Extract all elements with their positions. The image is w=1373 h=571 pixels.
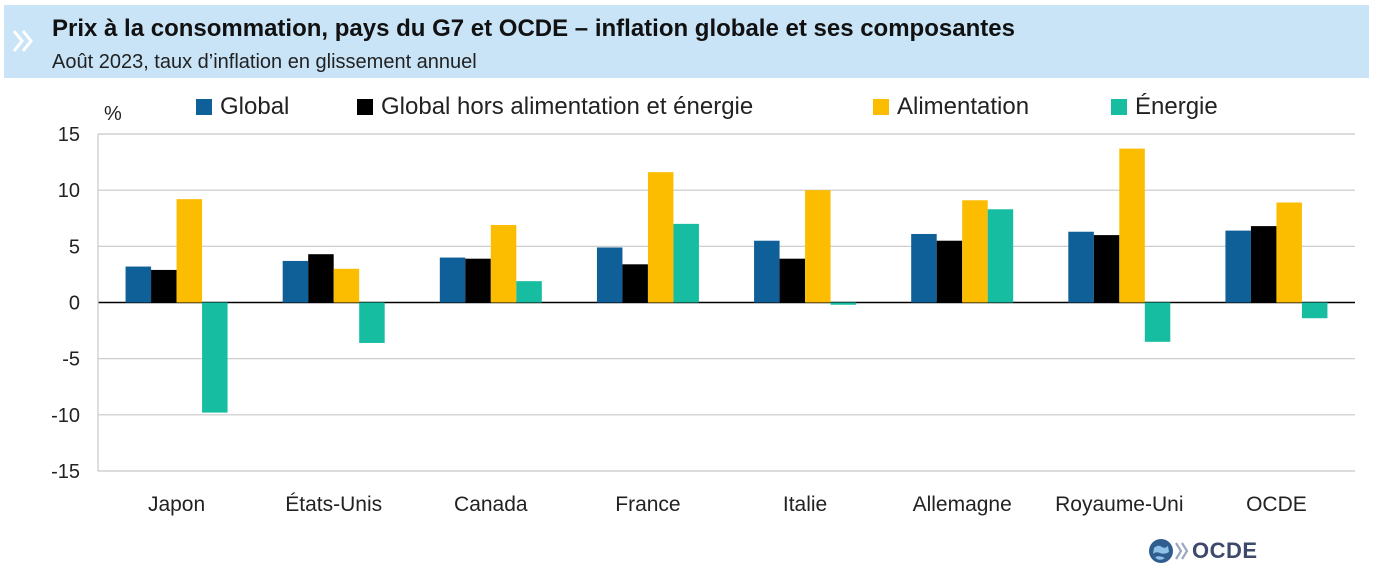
x-axis: Japon États-Unis Canada France Italie Allemag…	[148, 493, 1307, 516]
bar	[1276, 202, 1302, 303]
bar	[490, 224, 517, 303]
chevron-right-icon	[12, 30, 33, 52]
bar	[1144, 302, 1171, 342]
y-tick-label: -15	[51, 461, 80, 483]
legend-label: Alimentation	[897, 93, 1029, 120]
chart-header: Prix à la consommation, pays du G7 et OC…	[4, 5, 1369, 78]
bar	[936, 240, 963, 303]
chevrons-icon	[1175, 542, 1189, 560]
legend-swatch	[873, 99, 889, 115]
oecd-logo-text: OCDE	[1192, 538, 1258, 563]
bar	[962, 200, 988, 303]
y-tick-label: 15	[58, 124, 80, 146]
bar	[1068, 231, 1094, 303]
bar	[754, 240, 780, 303]
bar	[176, 199, 203, 303]
x-tick-label: Canada	[454, 493, 528, 516]
bars	[125, 148, 1328, 413]
bar	[1250, 226, 1277, 303]
oecd-logo: OCDE	[1148, 537, 1258, 565]
bar	[1093, 235, 1120, 303]
bar	[805, 190, 831, 303]
x-tick-label: Royaume-Uni	[1055, 493, 1183, 516]
y-tick-label: 0	[69, 293, 80, 315]
bar	[359, 302, 385, 343]
bar	[202, 302, 228, 413]
bar	[911, 233, 937, 303]
chart-subtitle: Août 2023, taux d’inflation en glissemen…	[52, 51, 477, 73]
legend-swatch	[1111, 99, 1127, 115]
y-axis: 15 10 5 0 -5 -10 -15	[51, 124, 80, 483]
x-tick-label: Allemagne	[913, 493, 1012, 516]
bar	[282, 260, 309, 303]
legend: Global Global hors alimentation et énergi…	[196, 93, 1218, 120]
y-tick-label: 5	[69, 236, 80, 258]
bar	[779, 258, 806, 303]
y-tick-label: -10	[51, 405, 80, 427]
bar	[516, 281, 542, 303]
x-tick-label: OCDE	[1246, 493, 1307, 516]
bar	[125, 266, 152, 303]
y-axis-label: %	[104, 103, 122, 125]
bar	[830, 302, 857, 305]
bar	[622, 264, 648, 303]
legend-label: Global	[220, 93, 289, 120]
bar	[308, 254, 334, 303]
bar	[333, 268, 360, 303]
legend-swatch	[357, 99, 373, 115]
bar	[1225, 230, 1251, 303]
oecd-globe-icon	[1149, 539, 1173, 563]
bar	[647, 172, 674, 303]
bar	[1301, 302, 1328, 319]
bar	[596, 247, 623, 303]
bar	[673, 223, 699, 303]
x-tick-label: France	[615, 493, 680, 516]
bar-chart: Global Global hors alimentation et énergi…	[51, 93, 1355, 516]
legend-swatch	[196, 99, 212, 115]
legend-label: Énergie	[1135, 93, 1218, 120]
x-tick-label: États-Unis	[285, 493, 382, 516]
bar	[439, 257, 466, 303]
y-tick-label: 10	[58, 180, 80, 202]
bar	[465, 258, 491, 303]
bar	[1119, 148, 1145, 303]
chart-title: Prix à la consommation, pays du G7 et OC…	[52, 15, 1015, 42]
legend-label: Global hors alimentation et énergie	[381, 93, 753, 120]
x-tick-label: Italie	[783, 493, 827, 516]
bar	[987, 209, 1014, 303]
y-tick-label: -5	[62, 349, 80, 371]
bar	[151, 269, 177, 303]
x-tick-label: Japon	[148, 493, 205, 516]
